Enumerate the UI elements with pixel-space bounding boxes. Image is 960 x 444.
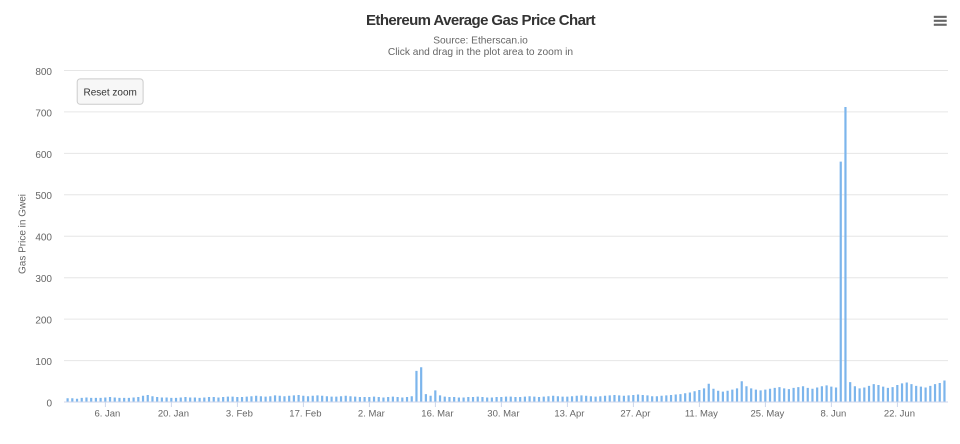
svg-text:700: 700 (35, 108, 52, 119)
svg-text:Ethereum Average Gas Price Cha: Ethereum Average Gas Price Chart (366, 12, 596, 29)
svg-text:17. Feb: 17. Feb (289, 409, 321, 420)
svg-text:0: 0 (46, 398, 52, 409)
svg-text:Reset zoom: Reset zoom (84, 87, 137, 98)
svg-text:20. Jan: 20. Jan (158, 409, 189, 420)
svg-text:100: 100 (35, 357, 52, 368)
svg-text:6. Jan: 6. Jan (94, 409, 120, 420)
svg-text:2. Mar: 2. Mar (358, 409, 385, 420)
svg-text:8. Jun: 8. Jun (820, 409, 846, 420)
svg-text:500: 500 (35, 191, 52, 202)
svg-text:Gas Price in Gwei: Gas Price in Gwei (18, 194, 29, 274)
svg-text:11. May: 11. May (685, 409, 718, 420)
svg-text:27. Apr: 27. Apr (620, 409, 650, 420)
svg-text:Source: Etherscan.io: Source: Etherscan.io (433, 36, 528, 47)
svg-text:300: 300 (35, 274, 52, 285)
svg-text:Click and drag in the plot are: Click and drag in the plot area to zoom … (388, 47, 573, 58)
svg-text:25. May: 25. May (751, 409, 785, 420)
svg-text:800: 800 (35, 67, 52, 78)
svg-text:13. Apr: 13. Apr (554, 409, 584, 420)
svg-text:400: 400 (35, 233, 52, 244)
svg-text:30. Mar: 30. Mar (487, 409, 519, 420)
svg-text:16. Mar: 16. Mar (421, 409, 453, 420)
svg-text:200: 200 (35, 316, 52, 327)
svg-text:22. Jun: 22. Jun (884, 409, 915, 420)
svg-text:3. Feb: 3. Feb (226, 409, 253, 420)
svg-text:600: 600 (35, 150, 52, 161)
